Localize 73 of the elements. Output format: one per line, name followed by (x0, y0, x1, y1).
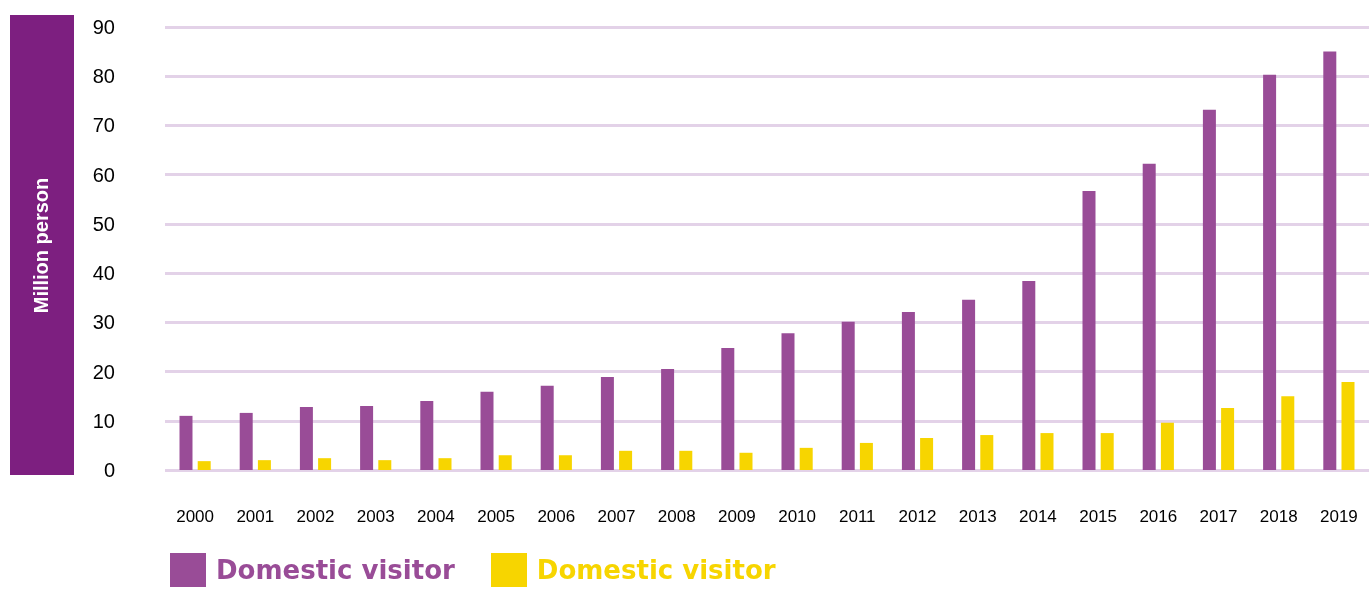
x-tick-label: 2017 (1199, 507, 1238, 526)
legend-label: Domestic visitor (536, 555, 776, 585)
x-tick-label: 2003 (356, 507, 395, 526)
bar (901, 312, 915, 470)
x-tick-label: 2016 (1139, 507, 1178, 526)
x-tick-label: 2008 (657, 507, 696, 526)
x-tick-label: 2004 (416, 507, 455, 526)
bar (1022, 280, 1036, 470)
y-tick-label: 70 (92, 114, 115, 137)
bar (799, 447, 813, 470)
bar (1040, 433, 1054, 470)
bar (1082, 190, 1096, 470)
bar (318, 458, 332, 470)
x-tick-label: 2013 (958, 507, 997, 526)
x-tick-label: 2012 (898, 507, 937, 526)
x-tick-label: 2011 (839, 507, 876, 526)
x-tick-label: 2005 (477, 507, 516, 526)
bar (1160, 422, 1174, 470)
x-tick-label: 2018 (1259, 507, 1298, 526)
bar (558, 455, 572, 470)
legend-label: Domestic visitor (216, 555, 455, 585)
x-tick-label: 2006 (537, 507, 576, 526)
bar (239, 412, 253, 470)
bar (841, 321, 855, 470)
x-tick-label: 2015 (1079, 507, 1118, 526)
bar (299, 407, 313, 470)
bar (1323, 51, 1337, 470)
bar (1142, 163, 1156, 470)
y-tick-label: 80 (92, 65, 115, 88)
x-tick-label: 2001 (236, 507, 275, 526)
y-tick-label: 10 (92, 409, 115, 432)
bar (360, 406, 374, 470)
y-tick-label: 30 (92, 311, 115, 334)
bar (1221, 407, 1235, 470)
x-tick-label: 2014 (1018, 507, 1057, 526)
x-tick-label: 2007 (597, 507, 636, 526)
bar (619, 450, 633, 470)
bar (438, 458, 452, 470)
bar (179, 415, 193, 470)
bar (661, 369, 675, 470)
x-tick-label: 2000 (176, 507, 215, 526)
y-tick-label: 20 (92, 360, 115, 383)
bar (420, 401, 434, 470)
y-tick-label: 60 (92, 163, 115, 186)
bar (257, 460, 271, 470)
bar (1263, 74, 1277, 470)
bar (721, 347, 735, 470)
y-axis-title: Million person (30, 177, 54, 313)
x-tick-label: 2009 (717, 507, 756, 526)
bar (600, 376, 614, 470)
bar (1202, 109, 1216, 470)
bar (679, 450, 693, 470)
x-tick-label: 2019 (1319, 507, 1358, 526)
bar (498, 455, 512, 470)
bar (1100, 433, 1114, 470)
bar (197, 461, 211, 470)
bar (781, 333, 795, 470)
y-tick-label: 40 (92, 262, 115, 285)
bar (980, 435, 994, 470)
bar (480, 391, 494, 470)
bar (378, 460, 392, 470)
bar (540, 385, 554, 470)
y-tick-label: 50 (92, 212, 115, 235)
bar (739, 452, 753, 470)
bar (962, 299, 976, 470)
bar (859, 442, 873, 470)
x-tick-label: 2002 (296, 507, 335, 526)
y-tick-label: 0 (103, 459, 115, 481)
bar (1281, 396, 1295, 470)
bar (920, 438, 934, 470)
bar (1341, 381, 1355, 470)
y-tick-label: 90 (92, 16, 115, 38)
x-tick-label: 2010 (778, 507, 817, 526)
